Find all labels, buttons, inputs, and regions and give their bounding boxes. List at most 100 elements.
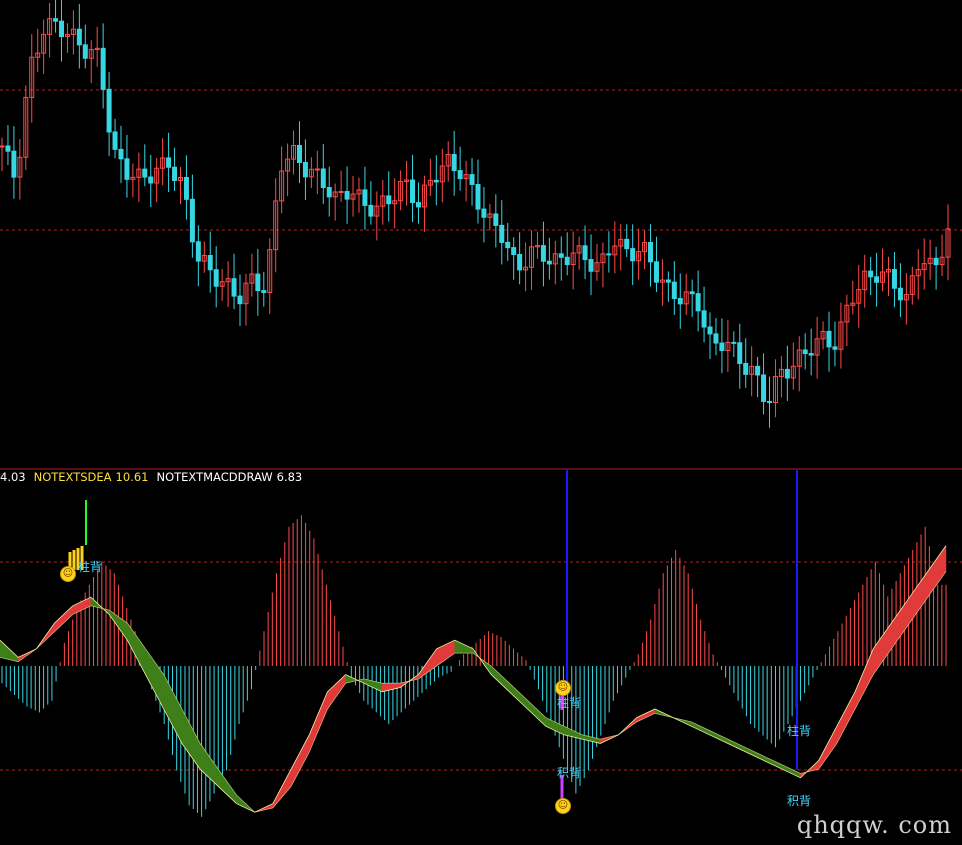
signal-lines bbox=[68, 470, 798, 800]
candle-body bbox=[451, 154, 457, 172]
marker-jibei-1: 积背 bbox=[557, 766, 582, 780]
candle-body bbox=[499, 224, 505, 243]
candle-body bbox=[350, 193, 356, 200]
candle-body bbox=[529, 246, 535, 268]
candle-body bbox=[11, 150, 17, 178]
candle-body bbox=[237, 295, 243, 305]
candle-body bbox=[552, 253, 558, 265]
candle-body bbox=[285, 158, 291, 172]
candle-body bbox=[886, 269, 892, 273]
candle-body bbox=[463, 174, 469, 180]
candle-body bbox=[927, 257, 933, 265]
candle-body bbox=[70, 28, 76, 35]
candle-body bbox=[23, 96, 29, 158]
candle-body bbox=[47, 18, 53, 35]
candle-body bbox=[689, 291, 695, 295]
candle-body bbox=[427, 179, 433, 186]
candle-body bbox=[772, 375, 778, 404]
candle-body bbox=[891, 269, 897, 289]
watermark: qhqqw. com bbox=[796, 811, 952, 839]
candle-body bbox=[5, 145, 11, 152]
candle-body bbox=[457, 170, 463, 180]
candle-body bbox=[868, 270, 874, 278]
candle-body bbox=[183, 177, 189, 200]
candle-body bbox=[814, 338, 820, 356]
candle-body bbox=[659, 279, 665, 283]
candle-body bbox=[558, 253, 564, 258]
candle-body bbox=[177, 177, 183, 182]
candle-body bbox=[433, 179, 439, 183]
candle-body bbox=[707, 326, 713, 335]
candle-body bbox=[725, 341, 731, 352]
candle-body bbox=[58, 20, 64, 38]
candle-body bbox=[302, 161, 308, 178]
candle-body bbox=[166, 157, 172, 168]
candle-body bbox=[564, 256, 570, 266]
candle-body bbox=[219, 281, 225, 287]
candle-body bbox=[832, 346, 838, 350]
candle-body bbox=[76, 28, 82, 46]
candle-body bbox=[249, 273, 255, 284]
candle-body bbox=[880, 271, 886, 283]
candle-body bbox=[421, 184, 427, 208]
candle-body bbox=[201, 255, 207, 262]
candle-body bbox=[582, 245, 588, 261]
candle-body bbox=[897, 287, 903, 301]
candle-body bbox=[493, 213, 499, 226]
candle-body bbox=[410, 179, 416, 204]
candle-body bbox=[505, 241, 511, 249]
candle-body bbox=[344, 191, 350, 200]
candle-body bbox=[701, 310, 707, 328]
candle-body bbox=[945, 228, 951, 258]
candle-body bbox=[933, 257, 939, 266]
candle-body bbox=[148, 176, 154, 184]
candle-body bbox=[874, 276, 880, 283]
candle-body bbox=[398, 181, 404, 202]
indicator-header: 4.03 NOTEXTSDEA 10.61 NOTEXTMACDDRAW 6.83 bbox=[0, 470, 310, 486]
candle-body bbox=[921, 263, 927, 271]
candle-body bbox=[534, 245, 540, 248]
dea-line bbox=[0, 571, 947, 813]
candle-body bbox=[606, 253, 612, 256]
candle-body bbox=[636, 251, 642, 262]
candle-body bbox=[392, 200, 398, 205]
candle-body bbox=[439, 165, 445, 183]
candle-body bbox=[695, 293, 701, 312]
marker-zhubei-1: 柱背 bbox=[78, 560, 103, 574]
candle-body bbox=[540, 245, 546, 262]
candle-body bbox=[314, 168, 320, 171]
header-macddraw-name: NOTEXTMACDDRAW bbox=[156, 470, 273, 484]
candle-body bbox=[618, 238, 624, 247]
candle-body bbox=[29, 56, 35, 98]
header-sdea-value: 10.61 bbox=[115, 470, 149, 484]
candle-body bbox=[469, 174, 475, 185]
candle-body bbox=[862, 270, 868, 291]
candle-body bbox=[671, 281, 677, 299]
candle-body bbox=[415, 202, 421, 208]
candle-body bbox=[100, 47, 106, 90]
candle-body bbox=[231, 278, 237, 297]
smiley-icon: ☺ bbox=[60, 566, 76, 582]
candle-body bbox=[856, 289, 862, 304]
candle-body bbox=[308, 168, 314, 178]
candle-body bbox=[296, 145, 302, 163]
candle-body bbox=[648, 241, 654, 263]
candle-body bbox=[761, 374, 767, 402]
candle-body bbox=[475, 183, 481, 210]
candle-body bbox=[719, 342, 725, 352]
candle-body bbox=[844, 304, 850, 323]
candle-body bbox=[665, 279, 671, 283]
candle-body bbox=[106, 88, 112, 133]
candle-body bbox=[546, 260, 552, 265]
candle-body bbox=[909, 275, 915, 296]
candle-body bbox=[790, 365, 796, 379]
candle-body bbox=[326, 186, 332, 198]
smiley-icon: ☺ bbox=[555, 680, 571, 696]
candle-body bbox=[820, 330, 826, 340]
candle-body bbox=[261, 290, 267, 293]
candle-body bbox=[136, 168, 142, 178]
candle-body bbox=[225, 278, 231, 283]
candle-body bbox=[653, 261, 659, 283]
